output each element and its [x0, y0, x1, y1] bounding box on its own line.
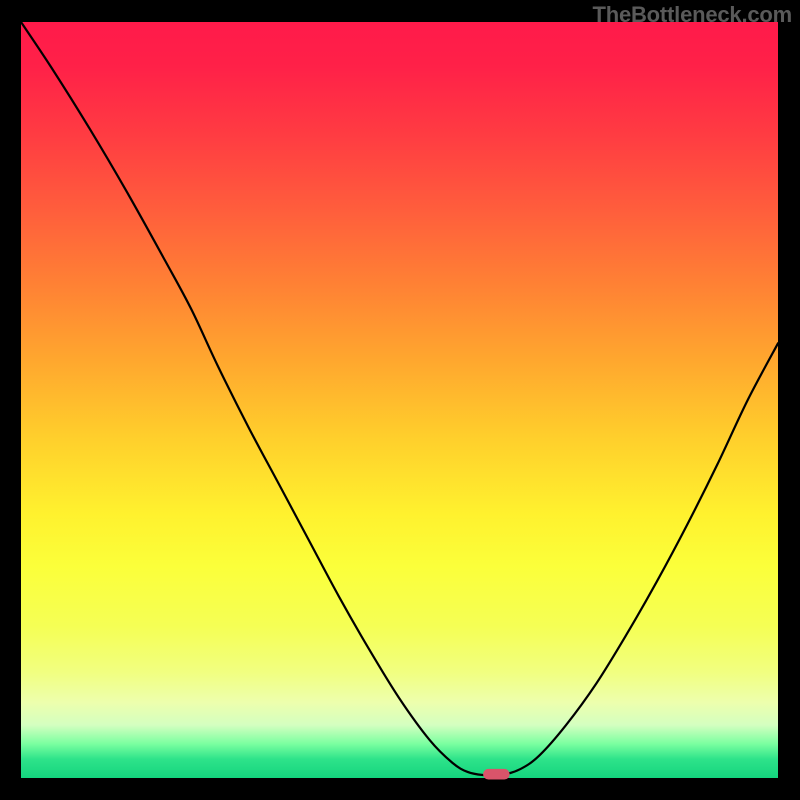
- bottleneck-marker: [483, 769, 509, 780]
- chart-container: TheBottleneck.com: [0, 0, 800, 800]
- bottleneck-chart: [0, 0, 800, 800]
- watermark-text: TheBottleneck.com: [592, 2, 792, 28]
